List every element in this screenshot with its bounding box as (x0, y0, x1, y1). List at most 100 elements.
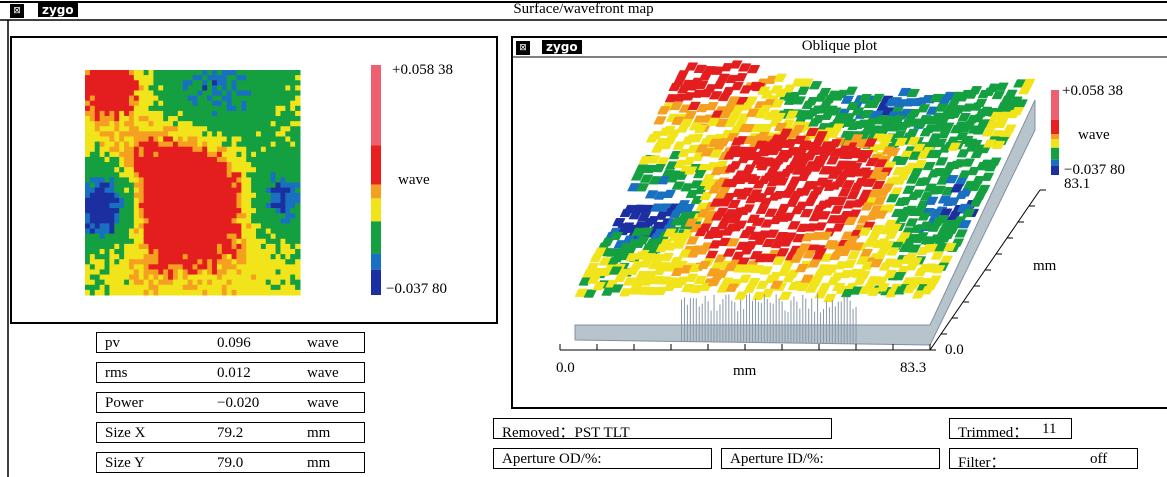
window-title: Oblique plot (512, 38, 1167, 55)
map-cell (256, 239, 261, 245)
map-cell (271, 157, 276, 163)
stat-name: Size X (105, 425, 145, 442)
map-cell (163, 116, 168, 122)
map-cell (280, 188, 285, 194)
map-cell (197, 234, 202, 240)
map-cell (134, 152, 139, 158)
map-cell (183, 70, 188, 76)
map-cell (290, 90, 295, 96)
map-cell (139, 213, 144, 219)
map-cell (134, 280, 139, 286)
map-cell (261, 131, 266, 137)
map-cell (290, 223, 295, 229)
map-cell (241, 136, 246, 142)
map-cell (241, 203, 246, 209)
map-cell (139, 85, 144, 91)
map-cell (280, 275, 285, 281)
map-cell (188, 121, 193, 127)
map-cell (173, 142, 178, 148)
surface-cell (879, 263, 892, 271)
map-cell (178, 244, 183, 250)
map-cell (207, 167, 212, 173)
map-cell (95, 85, 100, 91)
map-cell (105, 183, 110, 189)
map-cell (251, 157, 256, 163)
map-cell (129, 90, 134, 96)
map-cell (153, 111, 158, 117)
map-cell (241, 280, 246, 286)
surface-cell (832, 224, 845, 232)
map-cell (276, 213, 281, 219)
map-cell (158, 223, 163, 229)
map-cell (222, 269, 227, 275)
map-cell (144, 136, 149, 142)
map-cell (168, 249, 173, 255)
map-cell (276, 142, 281, 148)
map-cell (197, 275, 202, 281)
map-cell (109, 259, 114, 265)
map-cell (193, 147, 198, 153)
map-cell (202, 75, 207, 81)
map-cell (202, 229, 207, 235)
map-cell (183, 147, 188, 153)
map-cell (236, 259, 241, 265)
map-cell (100, 172, 105, 178)
map-cell (163, 90, 168, 96)
map-cell (197, 285, 202, 291)
map-cell (163, 111, 168, 117)
map-cell (290, 157, 295, 163)
map-cell (90, 290, 95, 296)
map-cell (236, 147, 241, 153)
map-cell (193, 193, 198, 199)
map-cell (207, 229, 212, 235)
map-cell (280, 239, 285, 245)
map-cell (109, 188, 114, 194)
map-cell (119, 239, 124, 245)
map-cell (236, 254, 241, 260)
map-cell (232, 106, 237, 112)
map-cell (153, 183, 158, 189)
map-cell (134, 142, 139, 148)
map-cell (173, 90, 178, 96)
map-cell (153, 147, 158, 153)
map-cell (178, 254, 183, 260)
map-cell (241, 269, 246, 275)
map-cell (261, 126, 266, 132)
map-cell (109, 275, 114, 281)
map-cell (173, 234, 178, 240)
map-cell (212, 244, 217, 250)
map-cell (114, 126, 119, 132)
map-cell (212, 213, 217, 219)
map-cell (222, 85, 227, 91)
map-cell (222, 264, 227, 270)
map-cell (114, 142, 119, 148)
map-cell (285, 203, 290, 209)
map-cell (202, 218, 207, 224)
map-cell (251, 152, 256, 158)
map-cell (95, 121, 100, 127)
map-cell (100, 121, 105, 127)
stat-name: rms (105, 365, 128, 382)
map-cell (173, 177, 178, 183)
map-cell (280, 96, 285, 102)
map-cell (197, 75, 202, 81)
map-cell (144, 229, 149, 235)
map-cell (261, 152, 266, 158)
map-cell (295, 147, 300, 153)
map-cell (246, 142, 251, 148)
map-cell (163, 269, 168, 275)
map-cell (129, 96, 134, 102)
map-cell (114, 172, 119, 178)
map-cell (149, 167, 154, 173)
map-cell (207, 126, 212, 132)
map-cell (227, 177, 232, 183)
map-cell (119, 259, 124, 265)
map-cell (222, 249, 227, 255)
map-cell (124, 188, 129, 194)
map-cell (261, 106, 266, 112)
map-cell (134, 208, 139, 214)
map-cell (207, 116, 212, 122)
map-cell (227, 70, 232, 76)
map-cell (163, 131, 168, 137)
map-cell (149, 96, 154, 102)
